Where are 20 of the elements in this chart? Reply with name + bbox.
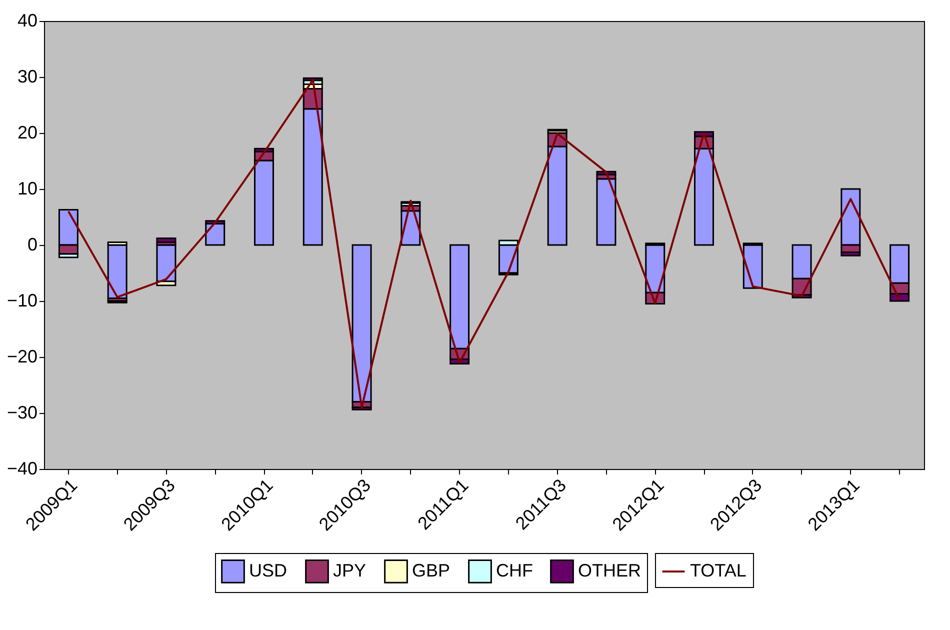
y-tick-label: 0 (27, 234, 38, 254)
bar (156, 238, 176, 243)
y-tick-label: 10 (17, 178, 38, 198)
legend-label: USD (249, 560, 288, 580)
y-tick-label: −40 (6, 458, 38, 478)
legend-label: OTHER (578, 560, 641, 580)
bar (352, 244, 372, 403)
line-series (67, 78, 901, 408)
y-tick-label: −10 (6, 290, 38, 310)
bar (596, 178, 616, 246)
y-tick-label: 20 (17, 122, 38, 142)
y-tick-label: −20 (6, 346, 38, 366)
legend-label: CHF (496, 560, 533, 580)
bar (302, 77, 323, 82)
y-tick-label: −30 (6, 402, 38, 422)
legend-label: JPY (333, 560, 366, 580)
legend-label: GBP (412, 560, 450, 580)
y-tick-label: 30 (17, 66, 38, 86)
y-tick-label: 40 (17, 10, 38, 30)
legend-label: TOTAL (690, 560, 746, 580)
